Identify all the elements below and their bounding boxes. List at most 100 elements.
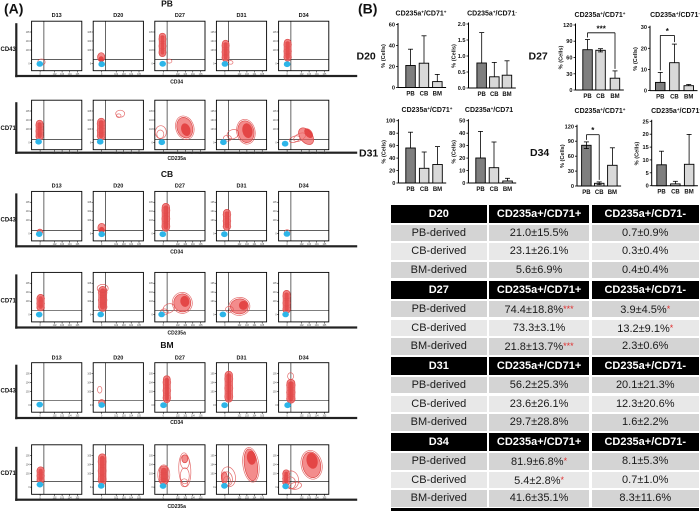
svg-text:105: 105 bbox=[322, 416, 327, 418]
svg-text:D20: D20 bbox=[113, 356, 123, 362]
svg-text:0: 0 bbox=[224, 244, 226, 246]
svg-text:D13: D13 bbox=[52, 13, 62, 19]
svg-text:PB: PB bbox=[583, 94, 592, 100]
svg-text:10: 10 bbox=[459, 169, 465, 175]
svg-text:104: 104 bbox=[26, 292, 31, 294]
svg-text:D31: D31 bbox=[236, 184, 246, 190]
svg-text:CB: CB bbox=[490, 92, 499, 98]
svg-text:102: 102 bbox=[300, 244, 305, 246]
svg-text:103: 103 bbox=[122, 416, 127, 418]
svg-text:103: 103 bbox=[307, 416, 312, 418]
svg-text:102: 102 bbox=[114, 153, 119, 155]
svg-text:0: 0 bbox=[39, 153, 41, 155]
svg-text:103: 103 bbox=[183, 74, 188, 76]
svg-text:103: 103 bbox=[273, 220, 278, 222]
svg-text:0: 0 bbox=[286, 325, 288, 327]
svg-text:105: 105 bbox=[149, 283, 154, 285]
svg-text:103: 103 bbox=[122, 325, 127, 327]
svg-text:103: 103 bbox=[26, 129, 31, 131]
svg-text:102: 102 bbox=[237, 153, 242, 155]
svg-text:105: 105 bbox=[149, 111, 154, 113]
svg-text:105: 105 bbox=[75, 153, 80, 155]
svg-text:103: 103 bbox=[60, 498, 65, 500]
svg-text:105: 105 bbox=[26, 456, 31, 458]
svg-text:0: 0 bbox=[286, 153, 288, 155]
svg-text:D34: D34 bbox=[299, 13, 310, 19]
svg-text:50: 50 bbox=[459, 119, 465, 125]
svg-text:103: 103 bbox=[211, 129, 216, 131]
svg-text:103: 103 bbox=[122, 498, 127, 500]
svg-text:104: 104 bbox=[252, 498, 257, 500]
svg-text:104: 104 bbox=[191, 498, 196, 500]
svg-text:30: 30 bbox=[459, 144, 465, 150]
svg-text:105: 105 bbox=[26, 202, 31, 204]
svg-text:105: 105 bbox=[211, 111, 216, 113]
svg-text:0: 0 bbox=[90, 487, 92, 489]
svg-text:105: 105 bbox=[87, 32, 92, 34]
svg-text:0: 0 bbox=[28, 487, 30, 489]
svg-text:103: 103 bbox=[273, 129, 278, 131]
svg-text:104: 104 bbox=[87, 465, 92, 467]
svg-text:0: 0 bbox=[90, 315, 92, 317]
svg-text:103: 103 bbox=[273, 301, 278, 303]
svg-text:104: 104 bbox=[191, 325, 196, 327]
svg-text:105: 105 bbox=[260, 153, 265, 155]
svg-text:40: 40 bbox=[459, 131, 465, 137]
svg-text:103: 103 bbox=[245, 153, 250, 155]
svg-text:105: 105 bbox=[322, 498, 327, 500]
svg-text:102: 102 bbox=[176, 244, 181, 246]
svg-text:103: 103 bbox=[60, 153, 65, 155]
svg-text:0: 0 bbox=[286, 498, 288, 500]
svg-text:102: 102 bbox=[114, 416, 119, 418]
svg-text:102: 102 bbox=[237, 244, 242, 246]
svg-text:0: 0 bbox=[101, 153, 103, 155]
svg-text:CB: CB bbox=[420, 92, 429, 98]
svg-text:105: 105 bbox=[87, 111, 92, 113]
svg-text:0: 0 bbox=[275, 405, 277, 407]
svg-text:D20: D20 bbox=[357, 51, 376, 63]
svg-text:PB: PB bbox=[476, 187, 485, 193]
svg-text:104: 104 bbox=[191, 244, 196, 246]
svg-text:D20: D20 bbox=[113, 184, 123, 190]
svg-text:102: 102 bbox=[53, 325, 58, 327]
svg-text:105: 105 bbox=[137, 74, 142, 76]
svg-text:103: 103 bbox=[273, 50, 278, 52]
svg-text:40: 40 bbox=[389, 44, 395, 50]
svg-text:D20: D20 bbox=[113, 13, 123, 19]
svg-text:0: 0 bbox=[163, 153, 165, 155]
svg-text:0: 0 bbox=[28, 315, 30, 317]
svg-text:105: 105 bbox=[26, 111, 31, 113]
svg-text:BM: BM bbox=[433, 187, 442, 193]
svg-text:104: 104 bbox=[211, 211, 216, 213]
svg-text:% (Cells): % (Cells) bbox=[560, 144, 566, 168]
svg-text:104: 104 bbox=[273, 211, 278, 213]
svg-text:104: 104 bbox=[68, 153, 73, 155]
svg-text:0: 0 bbox=[163, 74, 165, 76]
svg-text:103: 103 bbox=[149, 129, 154, 131]
svg-text:102: 102 bbox=[53, 153, 58, 155]
svg-text:0: 0 bbox=[163, 244, 165, 246]
svg-text:***: *** bbox=[597, 25, 607, 34]
svg-text:103: 103 bbox=[149, 220, 154, 222]
svg-text:104: 104 bbox=[211, 120, 216, 122]
svg-text:102: 102 bbox=[114, 325, 119, 327]
svg-text:104: 104 bbox=[26, 41, 31, 43]
svg-text:60: 60 bbox=[389, 23, 395, 29]
svg-text:CD235a+/CD71-: CD235a+/CD71- bbox=[467, 10, 517, 18]
svg-text:0: 0 bbox=[275, 234, 277, 236]
svg-text:104: 104 bbox=[315, 244, 320, 246]
svg-text:103: 103 bbox=[211, 301, 216, 303]
svg-text:CD235a+/CD71+: CD235a+/CD71+ bbox=[396, 10, 447, 18]
svg-text:0: 0 bbox=[152, 487, 154, 489]
svg-text:0: 0 bbox=[275, 487, 277, 489]
svg-text:104: 104 bbox=[149, 465, 154, 467]
svg-text:105: 105 bbox=[260, 416, 265, 418]
svg-text:105: 105 bbox=[75, 74, 80, 76]
svg-text:102: 102 bbox=[53, 498, 58, 500]
svg-text:20: 20 bbox=[389, 169, 395, 175]
svg-text:105: 105 bbox=[149, 456, 154, 458]
svg-text:0: 0 bbox=[152, 315, 154, 317]
svg-text:0: 0 bbox=[213, 487, 215, 489]
svg-text:PB: PB bbox=[406, 92, 415, 98]
svg-text:0: 0 bbox=[163, 416, 165, 418]
